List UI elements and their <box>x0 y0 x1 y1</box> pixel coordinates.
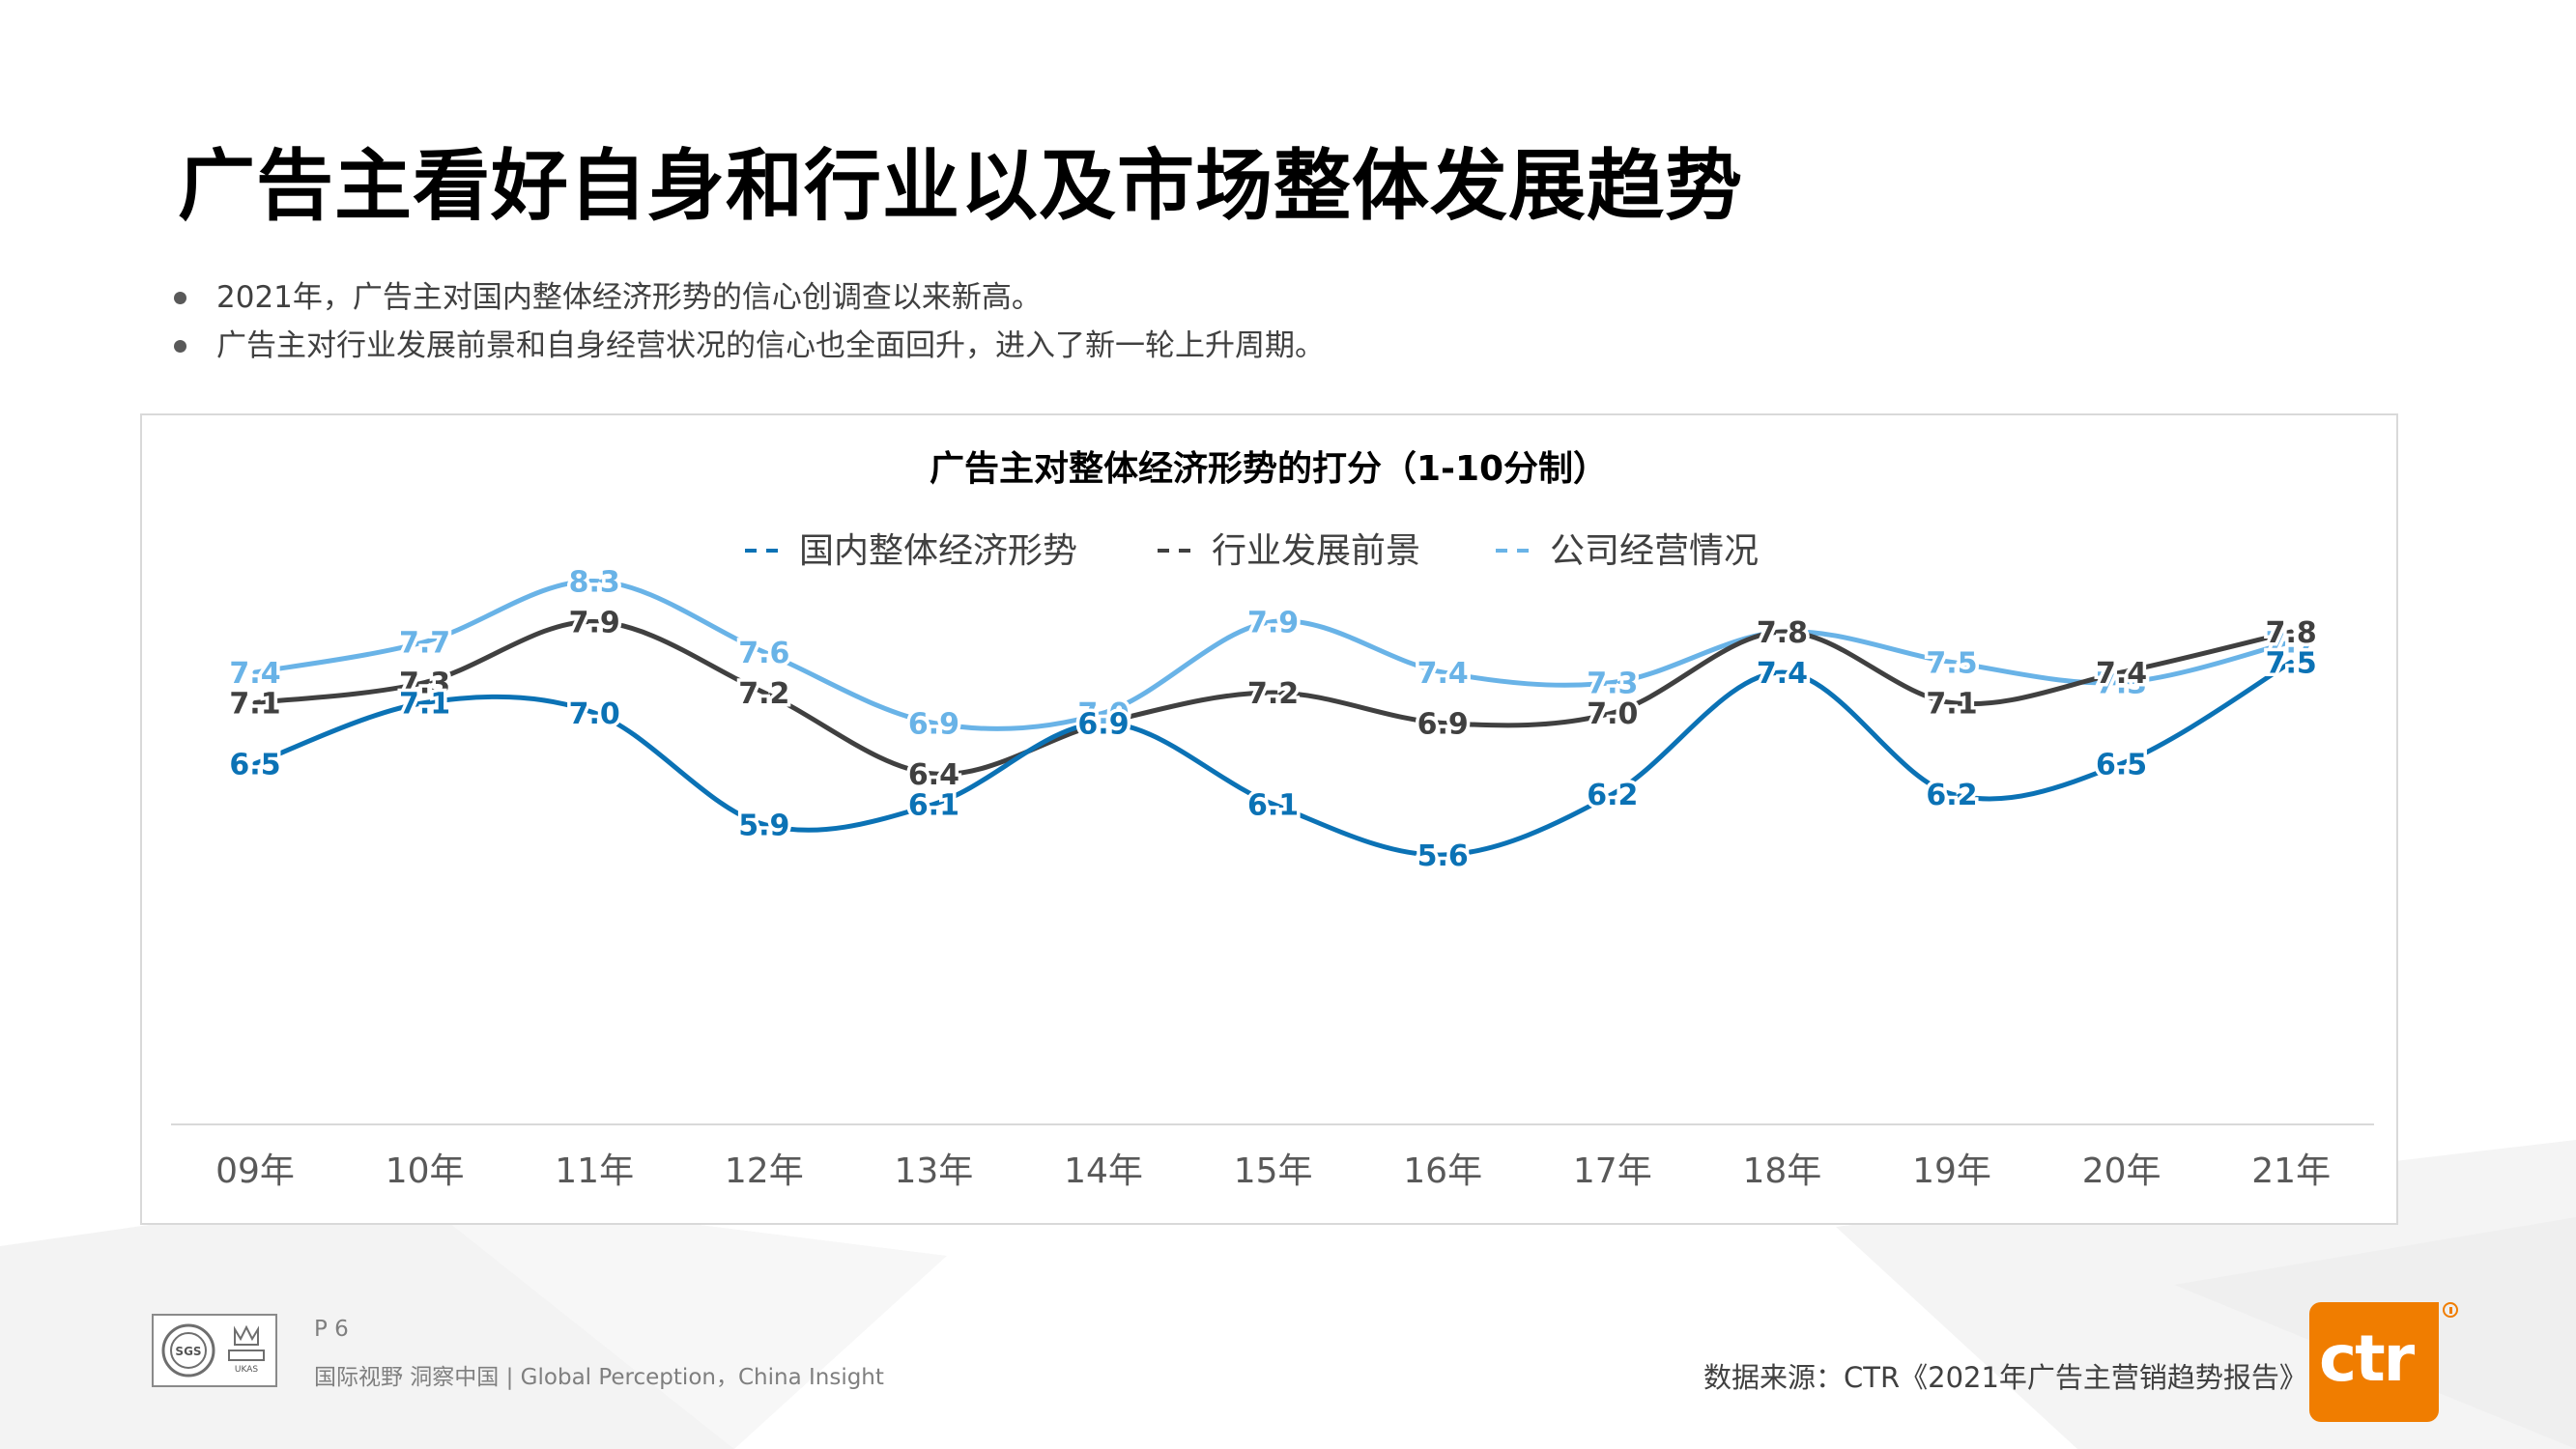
x-tick-label: 09年 <box>215 1151 295 1191</box>
data-label: 6.1 <box>1247 789 1299 823</box>
chart-title: 广告主对整体经济形势的打分（1-10分制） <box>930 449 1608 489</box>
data-label: 8.3 <box>569 566 620 600</box>
bullet-text: 广告主对行业发展前景和自身经营状况的信心也全面回升，进入了新一轮上升周期。 <box>216 328 1325 363</box>
x-tick-label: 13年 <box>894 1151 973 1191</box>
data-label: 6.4 <box>908 758 959 792</box>
data-label: 7.6 <box>738 637 789 670</box>
bullet-text: 2021年，广告主对国内整体经济形势的信心创调查以来新高。 <box>216 280 1042 315</box>
data-label: 7.1 <box>1926 688 1977 722</box>
series-line <box>252 578 2294 731</box>
x-tick-label: 14年 <box>1064 1151 1143 1191</box>
series-lines <box>252 578 2294 858</box>
data-label: 5.6 <box>1417 839 1469 873</box>
data-label: 6.5 <box>229 749 280 782</box>
footer-tagline: 国际视野 洞察中国 | Global Perception，China Insi… <box>314 1365 884 1390</box>
x-tick-label: 10年 <box>386 1151 465 1191</box>
legend-label: 国内整体经济形势 <box>799 531 1077 571</box>
bullet-dot <box>174 292 186 304</box>
data-label: 6.9 <box>1417 708 1469 742</box>
data-label: 7.8 <box>2266 616 2317 650</box>
badge-cert-text: UKAS <box>235 1365 258 1375</box>
data-labels: 7.47.78.37.66.9 7.07.97.4 7.37.87.57.37.77… <box>226 562 2320 877</box>
series-line <box>252 660 2294 858</box>
x-tick-label: 12年 <box>725 1151 804 1191</box>
data-label: 7.5 <box>1926 647 1977 681</box>
data-label: 7.7 <box>399 627 450 661</box>
data-label: 6.9 <box>1077 708 1129 742</box>
data-label: 7.1 <box>399 688 450 722</box>
x-tick-label: 20年 <box>2082 1151 2161 1191</box>
page-title: 广告主看好自身和行业以及市场整体发展趋势 <box>178 141 1743 231</box>
chart-legend: 国内整体经济形势 行业发展前景 公司经营情况 <box>745 531 1759 571</box>
data-label: 7.3 <box>2096 668 2147 701</box>
bullet-item: 2021年，广告主对国内整体经济形势的信心创调查以来新高。 <box>174 273 1325 322</box>
x-tick-label: 15年 <box>1234 1151 1313 1191</box>
data-label: 7.4 <box>2096 657 2147 691</box>
data-label: 7.9 <box>1247 607 1299 640</box>
ukas-crown-icon: UKAS <box>228 1324 265 1375</box>
certification-badge: SGS UKAS <box>152 1314 277 1387</box>
data-label: 6.2 <box>1926 779 1977 812</box>
data-label: 6.1 <box>908 789 959 823</box>
x-tick-label: 21年 <box>2251 1151 2331 1191</box>
data-label: 7.8 <box>1757 616 1808 650</box>
data-label: 6.5 <box>2096 749 2147 782</box>
data-label: 7.0 <box>569 697 620 731</box>
badge-text: SGS <box>175 1345 201 1358</box>
data-label: 6.9 <box>1077 708 1129 742</box>
data-label: 7.2 <box>738 677 789 711</box>
series-line <box>252 618 2294 777</box>
data-label: 7.0 <box>1587 697 1638 731</box>
page-number: P 6 <box>314 1317 349 1342</box>
data-label: 7.0 <box>1077 697 1129 731</box>
data-label: 7.2 <box>1247 677 1299 711</box>
data-label: 7.7 <box>2266 627 2317 661</box>
x-tick-label: 19年 <box>1912 1151 1991 1191</box>
x-tick-label: 17年 <box>1573 1151 1652 1191</box>
bullet-dot <box>174 340 186 353</box>
data-label: 6.9 <box>908 708 959 742</box>
logo-text: ctr <box>2319 1321 2415 1396</box>
x-tick-label: 18年 <box>1742 1151 1821 1191</box>
data-label: 7.9 <box>569 607 620 640</box>
sgs-seal-icon: SGS <box>161 1323 215 1378</box>
data-label: 7.3 <box>399 668 450 701</box>
data-label: 7.4 <box>229 657 280 691</box>
legend-label: 行业发展前景 <box>1212 531 1420 571</box>
data-label: 7.1 <box>229 688 280 722</box>
legend-label: 公司经营情况 <box>1550 531 1759 571</box>
data-label: 5.9 <box>738 810 789 843</box>
data-source: 数据来源：CTR《2021年广告主营销趋势报告》 <box>1703 1361 2307 1394</box>
data-label: 7.4 <box>1757 657 1808 691</box>
x-tick-label: 11年 <box>555 1151 634 1191</box>
data-label: 7.3 <box>1587 668 1638 701</box>
bullet-list: 2021年，广告主对国内整体经济形势的信心创调查以来新高。 广告主对行业发展前景… <box>174 273 1325 370</box>
bullet-item: 广告主对行业发展前景和自身经营状况的信心也全面回升，进入了新一轮上升周期。 <box>174 322 1325 370</box>
data-label: 6.2 <box>1587 779 1638 812</box>
line-chart: 广告主对整体经济形势的打分（1-10分制） 国内整体经济形势 行业发展前景 公司经营… <box>171 449 2374 1191</box>
x-tick-label: 16年 <box>1403 1151 1482 1191</box>
chart-panel: 广告主对整体经济形势的打分（1-10分制） 国内整体经济形势 行业发展前景 公司经营… <box>140 413 2398 1225</box>
data-label: 7.5 <box>2266 647 2317 681</box>
data-label: 7.8 <box>1757 616 1808 650</box>
data-label: 7.4 <box>1417 657 1469 691</box>
registered-mark-icon <box>2443 1302 2458 1318</box>
x-axis: 09年 10年 11年 12年 13年 14年 15年 16年 17年 18年 19年 20年 21年 <box>171 1123 2374 1191</box>
ctr-logo: ctr <box>2309 1302 2439 1422</box>
